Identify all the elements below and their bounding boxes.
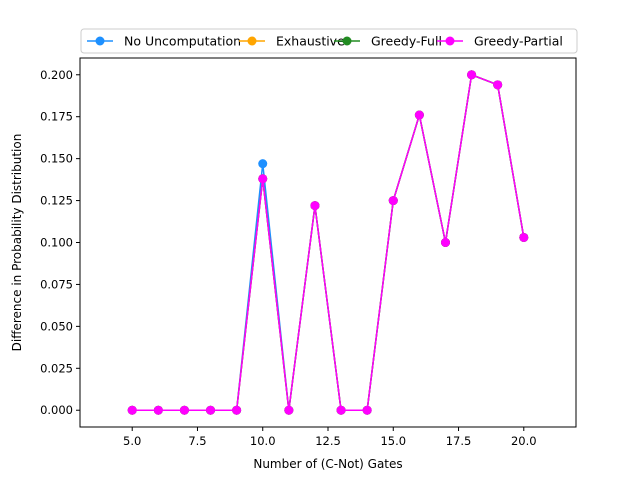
data-point <box>519 232 529 242</box>
legend-label: Greedy-Partial <box>474 34 563 49</box>
data-point <box>336 405 346 415</box>
data-point <box>127 405 137 415</box>
y-tick-label: 0.050 <box>40 319 73 333</box>
legend-swatch-marker <box>247 36 257 46</box>
data-point <box>258 174 268 184</box>
data-point <box>440 238 450 247</box>
y-tick-label: 0.150 <box>40 152 73 166</box>
data-point <box>284 405 294 415</box>
data-point <box>362 405 372 415</box>
x-tick-label: 20.0 <box>511 434 537 448</box>
x-tick-label: 15.0 <box>380 434 406 448</box>
legend-box <box>80 28 578 54</box>
data-point <box>467 70 477 80</box>
x-tick-label: 12.5 <box>315 434 341 448</box>
y-tick-label: 0.000 <box>40 403 73 417</box>
data-point <box>388 196 398 206</box>
legend-swatch-marker <box>95 36 105 46</box>
series-line <box>132 73 525 411</box>
legend-label: Exhaustive <box>276 34 345 49</box>
y-axis-label: Difference in Probability Distribution <box>10 134 24 352</box>
x-tick-label: 7.5 <box>188 434 206 448</box>
x-tick-label: 5.0 <box>123 434 141 448</box>
y-tick-label: 0.200 <box>40 68 73 82</box>
x-tick-label: 17.5 <box>446 434 472 448</box>
x-axis-label: Number of (C-Not) Gates <box>253 457 402 471</box>
data-point <box>258 159 268 169</box>
data-point <box>206 405 216 415</box>
data-point <box>414 110 424 120</box>
x-tick-label: 10.0 <box>250 434 276 448</box>
legend-label: Greedy-Full <box>371 34 442 49</box>
data-point <box>232 405 242 415</box>
legend-label: No Uncomputation <box>124 34 241 49</box>
series-3 <box>127 70 529 415</box>
data-point <box>153 405 163 415</box>
y-tick-label: 0.125 <box>40 194 73 208</box>
y-tick-label: 0.175 <box>40 110 73 124</box>
data-point <box>179 405 189 415</box>
legend: No Uncomputation Exhaustive Greedy-Full Gre… <box>80 28 578 54</box>
data-point <box>310 201 320 211</box>
y-tick-label: 0.075 <box>40 277 73 291</box>
legend-swatch-marker <box>445 36 455 46</box>
legend-swatch-marker <box>342 36 352 46</box>
axis-ticks: 5.0 7.5 10.0 12.5 15.0 17.5 20.0 0.000 0.025 0.05… <box>40 68 537 448</box>
y-tick-label: 0.025 <box>40 361 73 375</box>
y-tick-label: 0.100 <box>40 236 73 250</box>
plot-area <box>127 70 529 415</box>
data-point <box>493 80 503 90</box>
